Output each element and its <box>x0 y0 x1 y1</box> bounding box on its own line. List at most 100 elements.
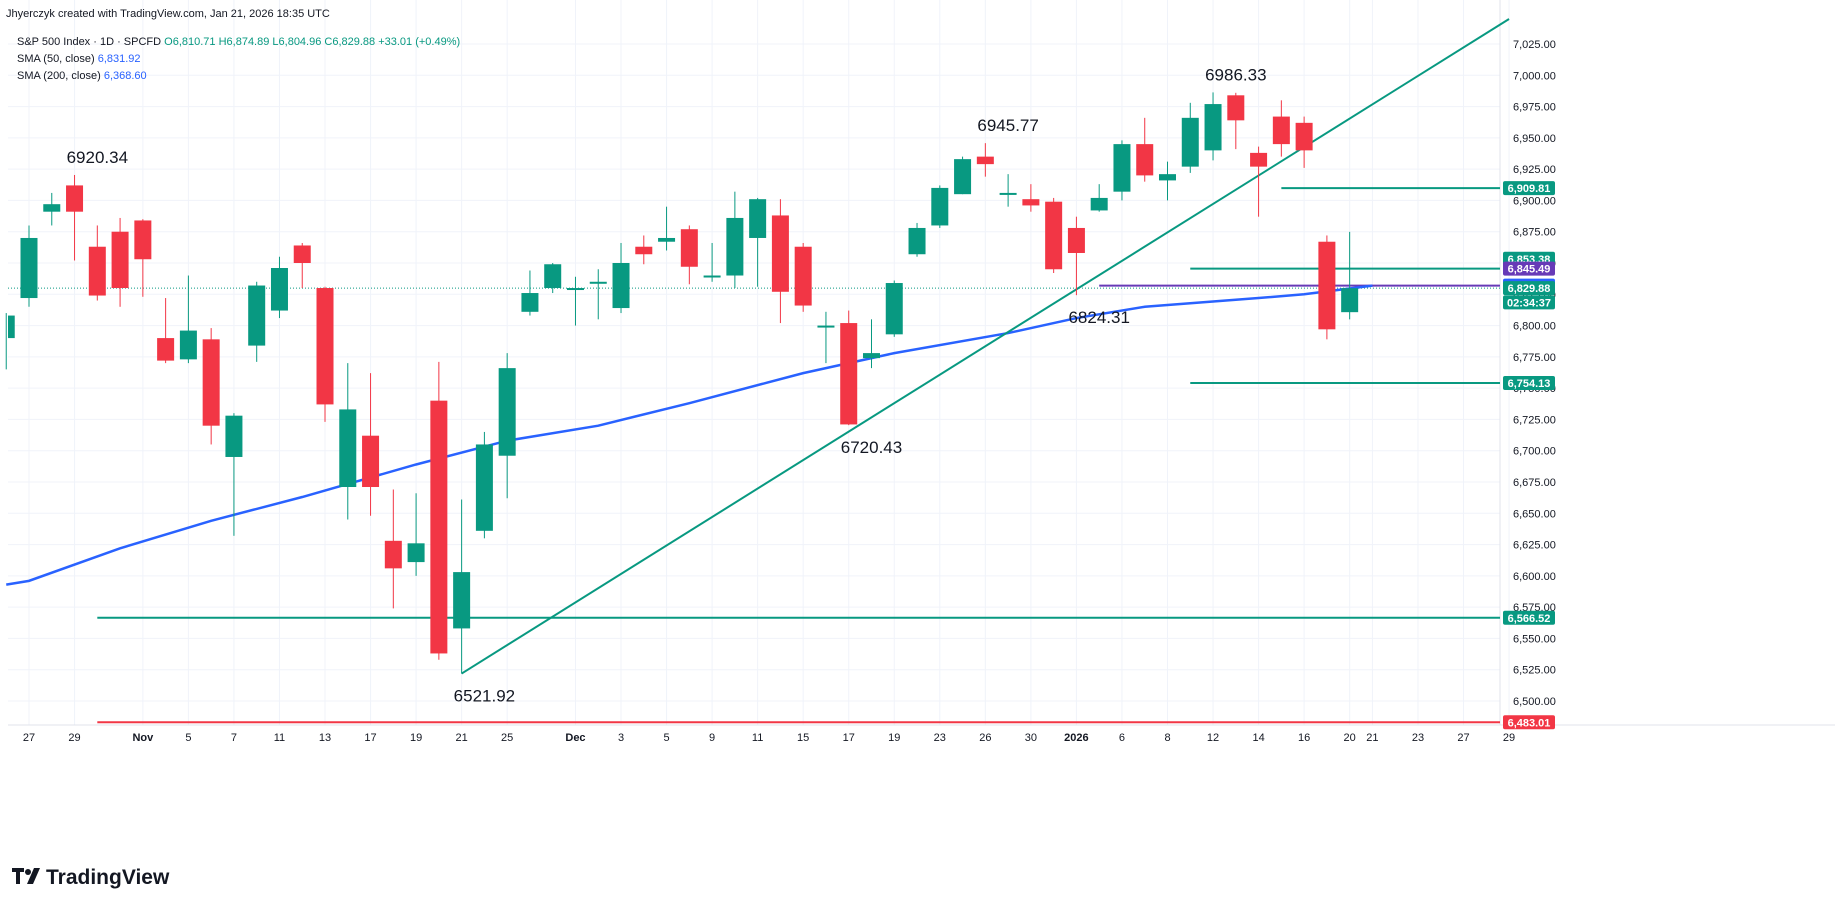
time-tick-label: 29 <box>68 732 80 744</box>
time-tick-label: 19 <box>410 732 422 744</box>
candle <box>270 256 288 319</box>
candle-body <box>179 330 197 360</box>
candle <box>726 191 744 289</box>
time-tick-label: 19 <box>888 732 900 744</box>
candle <box>111 217 129 307</box>
candle <box>1159 161 1176 201</box>
candle-body <box>1227 95 1245 121</box>
time-tick-label: 17 <box>364 732 376 744</box>
candle <box>999 174 1017 207</box>
price-tick-label: 6,925.00 <box>1513 164 1556 176</box>
candle-body <box>521 293 539 312</box>
candle <box>202 328 220 445</box>
candle <box>430 361 448 660</box>
candle <box>862 319 880 369</box>
symbol-label[interactable]: S&P 500 Index · 1D · SPCFD <box>17 36 162 48</box>
candle <box>316 286 334 422</box>
level-price-tag: 6,483.01 <box>1503 715 1555 730</box>
time-tick-label: 3 <box>618 732 624 744</box>
price-tick-label: 6,625.00 <box>1513 540 1556 552</box>
candle <box>498 353 516 499</box>
candle-body <box>862 353 880 359</box>
candle <box>749 197 767 287</box>
price-tag: 6,845.49 <box>1503 261 1555 276</box>
credit-text: Jhyerczyk created with TradingView.com, … <box>6 8 330 20</box>
price-tick-label: 6,525.00 <box>1513 665 1556 677</box>
candle-body <box>475 444 493 531</box>
candle-body <box>384 540 402 569</box>
candle <box>362 373 380 516</box>
candle <box>1067 216 1085 296</box>
price-tick-label: 6,725.00 <box>1513 414 1556 426</box>
candle-body <box>1181 117 1199 167</box>
candle <box>225 413 243 536</box>
price-tick-label: 6,675.00 <box>1513 477 1556 489</box>
candle-body <box>1067 227 1085 253</box>
candle-body <box>248 285 266 346</box>
candle-body <box>20 237 38 299</box>
candle-body <box>293 245 311 263</box>
price-tick-label: 6,500.00 <box>1513 696 1556 708</box>
time-tick-label: 23 <box>934 732 946 744</box>
time-tick-label: 12 <box>1207 732 1219 744</box>
trendline-layer <box>461 18 1510 675</box>
time-axis[interactable]: 27 29 Nov 5 7 11 13 17 19 21 25 Dec 3 5 9 11 15 17 19 23 26 3… <box>23 732 1515 744</box>
level-price-tag: 6,754.13 <box>1503 375 1555 390</box>
candle-body <box>589 281 607 284</box>
price-tag-text: 6,754.13 <box>1508 378 1551 390</box>
candle-body <box>794 246 812 306</box>
candle <box>20 225 38 307</box>
candle-body <box>362 435 380 488</box>
ascending-trendline <box>461 18 1510 675</box>
candle-body <box>658 237 676 242</box>
candle <box>1250 146 1268 217</box>
candle-body <box>111 231 129 289</box>
candle-body <box>703 275 721 278</box>
sma-50-layer <box>6 284 1373 586</box>
candle-body <box>885 283 903 335</box>
price-tick-label: 6,700.00 <box>1513 446 1556 458</box>
sma50-value: 6,831.92 <box>97 53 141 65</box>
candle <box>43 192 61 226</box>
candle <box>658 206 676 251</box>
candle <box>817 311 835 364</box>
price-tick-label: 6,950.00 <box>1513 133 1556 145</box>
candle-body <box>1250 152 1268 167</box>
price-tag-background <box>1503 281 1555 296</box>
candle-body <box>726 217 744 276</box>
candle <box>703 242 721 282</box>
price-tag: 6,829.88 <box>1503 281 1555 296</box>
price-tag-background <box>1503 295 1555 310</box>
candle <box>1181 102 1199 173</box>
candle-body <box>1090 197 1108 211</box>
time-tick-label: 29 <box>1503 732 1515 744</box>
candle-body <box>1022 199 1040 206</box>
candle-body <box>88 246 106 296</box>
tradingview-logo[interactable]: TradingView <box>12 866 169 890</box>
candle <box>134 219 152 297</box>
price-tag-background <box>1503 610 1555 625</box>
price-annotation: 6945.77 <box>977 116 1038 135</box>
candle <box>1113 140 1131 201</box>
candle-body <box>612 263 630 309</box>
candle <box>407 493 425 576</box>
candle <box>384 489 402 609</box>
candle-body <box>635 246 653 255</box>
time-tick-label: 21 <box>1366 732 1378 744</box>
candle-body <box>1295 122 1313 151</box>
candle <box>5 313 15 370</box>
candle <box>589 269 607 320</box>
sma200-label[interactable]: SMA (200, close) <box>17 70 101 82</box>
price-axis[interactable]: 6,500.006,525.006,550.006,575.006,600.00… <box>1513 39 1556 708</box>
time-tick-label: 26 <box>979 732 991 744</box>
candle-body <box>1341 288 1359 313</box>
sma50-label[interactable]: SMA (50, close) <box>17 53 95 65</box>
candle-body <box>202 339 220 426</box>
chart-legend: S&P 500 Index · 1D · SPCFD O6,810.71 H6,… <box>17 34 460 85</box>
price-tag-background <box>1503 181 1555 196</box>
candle <box>1045 197 1063 274</box>
time-tick-label: 20 <box>1344 732 1356 744</box>
time-tick-label: 5 <box>185 732 191 744</box>
level-price-tag: 6,909.81 <box>1503 181 1555 196</box>
